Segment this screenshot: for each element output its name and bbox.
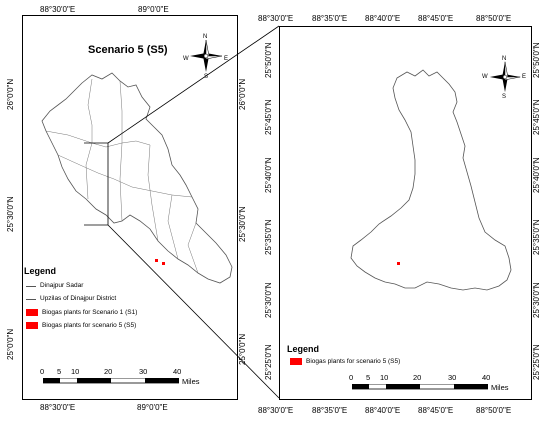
- right-lat-right-3: 25°40'0"N: [532, 157, 541, 193]
- right-lat-left-2: 25°45'0"N: [264, 99, 273, 135]
- legend-line-icon: [26, 286, 36, 287]
- north-arrow-icon: [190, 39, 223, 72]
- right-bottom-lon-3: 88°40'0"E: [365, 406, 401, 415]
- upazila-boundary: [147, 144, 159, 242]
- right-scale-tick-10: 10: [380, 373, 389, 382]
- right-top-lon-2: 88°35'0"E: [312, 14, 348, 23]
- upazila-boundary: [187, 222, 199, 274]
- right-bottom-lon-4: 88°45'0"E: [418, 406, 454, 415]
- right-top-lon-5: 88°50'0"E: [476, 14, 512, 23]
- left-legend-item-2: Upzilas of Dinajpur District: [40, 295, 117, 302]
- right-map-frame: [279, 26, 532, 400]
- right-compass-s: S: [502, 94, 507, 100]
- left-scale-bar: [43, 378, 179, 384]
- left-compass-e: E: [224, 56, 229, 62]
- left-compass-w: W: [183, 56, 189, 62]
- left-legend-item-4: Biogas plants for scenario 5 (S5): [42, 322, 137, 329]
- upazila-boundary: [57, 154, 193, 198]
- left-scale-tick-10: 10: [71, 367, 80, 376]
- right-legend-item-1: Biogas plants for scenario 5 (S5): [306, 358, 401, 365]
- left-scale-tick-30: 30: [139, 367, 148, 376]
- dinajpur-sadar-map: [350, 69, 512, 291]
- right-lat-right-6: 25°25'0"N: [532, 344, 541, 380]
- biogas-plant-marker: [162, 262, 165, 265]
- right-lat-left-3: 25°40'0"N: [264, 157, 273, 193]
- right-bottom-lon-5: 88°50'0"E: [476, 406, 512, 415]
- right-lat-right-2: 25°45'0"N: [532, 99, 541, 135]
- left-map-frame: [22, 15, 238, 400]
- right-scale-unit: Miles: [491, 383, 509, 392]
- right-top-lon-3: 88°40'0"E: [365, 14, 401, 23]
- dinajpur-district-map: [41, 72, 233, 284]
- north-arrow-icon: [489, 61, 521, 93]
- right-top-lon-1: 88°30'0"E: [258, 14, 294, 23]
- upazila-boundary: [167, 194, 179, 260]
- right-lat-left-6: 25°25'0"N: [264, 344, 273, 380]
- right-legend-title: Legend: [287, 344, 320, 354]
- right-top-lon-4: 88°45'0"E: [418, 14, 454, 23]
- left-scale-tick-20: 20: [104, 367, 113, 376]
- biogas-plant-marker: [155, 259, 158, 262]
- upazila-boundary: [85, 78, 93, 200]
- left-legend-item-1: Dinajpur Sadar: [40, 282, 84, 289]
- left-compass-s: S: [204, 74, 209, 80]
- left-legend-title: Legend: [24, 266, 57, 276]
- left-top-lon-1: 88°30'0"E: [40, 5, 76, 14]
- left-scale-tick-5: 5: [57, 367, 62, 376]
- left-scale-unit: Miles: [182, 377, 200, 386]
- right-scale-tick-0: 0: [349, 373, 354, 382]
- legend-red-swatch-icon: [26, 322, 38, 329]
- upazila-boundary: [119, 80, 123, 222]
- upazila-boundary: [45, 130, 151, 148]
- right-bottom-lon-1: 88°30'0"E: [258, 406, 294, 415]
- sadar-boundary: [350, 69, 512, 291]
- map-title: Scenario 5 (S5): [88, 44, 168, 56]
- right-compass-w: W: [482, 74, 488, 80]
- left-scale-tick-40: 40: [173, 367, 182, 376]
- right-scale-bar: [352, 384, 488, 390]
- right-lat-right-4: 25°35'0"N: [532, 219, 541, 255]
- right-lat-left-4: 25°35'0"N: [264, 219, 273, 255]
- right-lat-right-5: 25°30'0"N: [532, 282, 541, 318]
- right-scale-tick-20: 20: [413, 373, 422, 382]
- left-bottom-lon-2: 89°0'0"E: [137, 403, 168, 412]
- left-compass-n: N: [203, 34, 208, 40]
- right-scale-tick-40: 40: [482, 373, 491, 382]
- sadar-extent: [84, 142, 109, 226]
- right-scale-tick-5: 5: [366, 373, 371, 382]
- right-compass-e: E: [522, 74, 527, 80]
- right-scale-tick-30: 30: [448, 373, 457, 382]
- right-lat-left-1: 25°50'0"N: [264, 42, 273, 78]
- left-legend-item-3: Biogas plants for Scenario 1 (S1): [42, 309, 138, 316]
- district-boundary: [41, 72, 233, 284]
- right-lat-right-1: 25°50'0"N: [532, 42, 541, 78]
- legend-line-icon: [26, 299, 36, 300]
- right-bottom-lon-2: 88°35'0"E: [312, 406, 348, 415]
- legend-red-swatch-icon: [290, 358, 302, 365]
- left-scale-tick-0: 0: [40, 367, 45, 376]
- right-lat-left-5: 25°30'0"N: [264, 282, 273, 318]
- biogas-plant-marker: [397, 262, 400, 265]
- left-top-lon-2: 89°0'0"E: [138, 5, 169, 14]
- legend-red-swatch-icon: [26, 309, 38, 316]
- left-bottom-lon-1: 88°30'0"E: [40, 403, 76, 412]
- right-compass-n: N: [502, 56, 507, 62]
